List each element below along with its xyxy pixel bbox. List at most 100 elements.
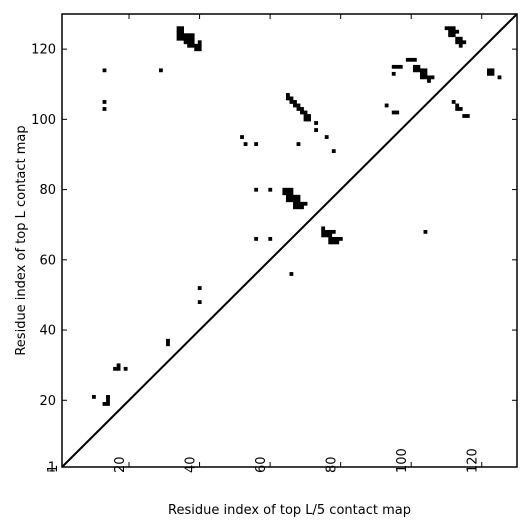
- contact-cell-upper: [176, 29, 181, 34]
- contact-cell-upper: [462, 114, 467, 118]
- contact-cell-upper: [180, 29, 184, 34]
- contact-cell-upper: [331, 149, 336, 154]
- contact-cell-upper: [395, 110, 400, 115]
- contact-cell-upper: [455, 29, 460, 34]
- contact-cell-lower: [285, 198, 290, 203]
- contact-cell-lower: [268, 236, 273, 241]
- contact-cell-upper: [487, 68, 491, 73]
- contact-cell-upper: [451, 33, 456, 38]
- x-tick-label: 100: [395, 448, 410, 473]
- contact-cell-lower: [300, 201, 304, 206]
- contact-cell-upper: [300, 110, 304, 115]
- contact-cell-lower: [338, 236, 343, 241]
- contact-cell-upper: [462, 40, 467, 45]
- y-tick-label: 40: [39, 324, 56, 339]
- contact-cell-upper: [416, 68, 421, 73]
- contact-cell-upper: [183, 33, 188, 38]
- contact-cell-upper: [190, 40, 195, 45]
- contact-cell-upper: [420, 68, 424, 73]
- contact-cell-lower: [102, 402, 107, 406]
- contact-cell-upper: [458, 107, 463, 111]
- x-tick-label: 20: [113, 456, 128, 473]
- contact-cell-upper: [448, 26, 453, 31]
- contact-cell-upper: [487, 71, 491, 76]
- contact-cell-upper: [451, 26, 456, 31]
- contact-cell-upper: [420, 71, 424, 76]
- contact-cell-lower: [254, 187, 259, 192]
- contact-cell-lower: [324, 229, 329, 234]
- contact-cell-upper: [455, 103, 460, 108]
- contact-cell-lower: [91, 395, 96, 399]
- contact-cell-lower: [113, 366, 117, 371]
- contact-cell-upper: [289, 100, 294, 104]
- contact-cell-upper: [391, 64, 396, 69]
- x-tick-label: 60: [254, 456, 269, 473]
- contact-cell-upper: [427, 75, 431, 80]
- contact-cell-lower: [106, 395, 110, 399]
- contact-cell-lower: [300, 205, 304, 210]
- contact-cell-upper: [190, 33, 195, 38]
- x-axis-ticks: 1 20 40 60 80 100 120: [46, 14, 483, 473]
- contact-cell-upper: [307, 117, 311, 122]
- contact-cell-lower: [240, 135, 244, 139]
- contact-cell-lower: [331, 229, 336, 234]
- contact-cell-upper: [300, 107, 304, 111]
- contact-cell-lower: [289, 272, 294, 276]
- contact-cell-upper: [416, 64, 421, 69]
- contact-cell-lower: [197, 300, 202, 305]
- contact-cell-lower: [335, 236, 340, 241]
- contact-cell-lower: [289, 187, 294, 192]
- contact-cell-lower: [268, 187, 273, 192]
- contact-cell-lower: [293, 201, 297, 206]
- contact-cell-upper: [293, 100, 297, 104]
- y-tick-label: 120: [31, 43, 56, 58]
- contact-cell-lower: [335, 240, 340, 245]
- contact-cell-upper: [395, 64, 400, 69]
- contact-cell-lower: [116, 363, 121, 368]
- contact-cell-upper: [398, 64, 403, 69]
- contact-cell-upper: [285, 93, 290, 97]
- contact-cell-lower: [321, 226, 326, 231]
- contact-cell-lower: [321, 233, 326, 238]
- contact-cell-lower: [296, 194, 301, 199]
- contact-cell-lower: [285, 191, 290, 196]
- contact-cell-lower: [328, 236, 333, 241]
- contact-cell-lower: [328, 240, 333, 245]
- contact-cell-lower: [282, 191, 287, 196]
- contact-cell-upper: [423, 71, 428, 76]
- contact-cell-upper: [296, 107, 301, 111]
- contact-cell-lower: [296, 198, 301, 203]
- contact-cell-lower: [331, 236, 336, 241]
- contact-cell-upper: [180, 26, 184, 31]
- diagonal-line: [61, 13, 518, 468]
- contact-cell-lower: [289, 194, 294, 199]
- contact-cell-upper: [423, 75, 428, 80]
- contact-cell-lower: [303, 201, 308, 206]
- contact-cell-upper: [412, 57, 417, 62]
- contact-cell-lower: [423, 229, 428, 234]
- contact-cell-lower: [293, 194, 297, 199]
- y-tick-label: 80: [39, 183, 56, 198]
- contact-cell-lower: [282, 187, 287, 192]
- contact-cell-upper: [293, 103, 297, 108]
- contact-cell-upper: [194, 47, 199, 52]
- contact-cell-upper: [451, 29, 456, 34]
- contact-cell-upper: [430, 75, 435, 80]
- contact-cell-lower: [159, 68, 163, 73]
- contact-cell-upper: [384, 103, 389, 108]
- y-axis-label: Residue index of top L contact map: [14, 125, 29, 355]
- contact-cell-upper: [448, 29, 453, 34]
- contact-cell-upper: [187, 36, 192, 41]
- contact-cell-lower: [289, 191, 294, 196]
- contact-cell-upper: [285, 96, 290, 101]
- contact-cell-lower: [166, 338, 170, 343]
- contact-cell-upper: [176, 26, 181, 31]
- contact-cell-lower: [102, 68, 107, 73]
- contact-cell-upper: [444, 26, 449, 31]
- contact-cell-upper: [180, 36, 184, 41]
- contact-cell-upper: [183, 36, 188, 41]
- contact-cell-upper: [307, 114, 311, 118]
- contact-cell-upper: [412, 64, 417, 69]
- contact-cell-lower: [285, 194, 290, 199]
